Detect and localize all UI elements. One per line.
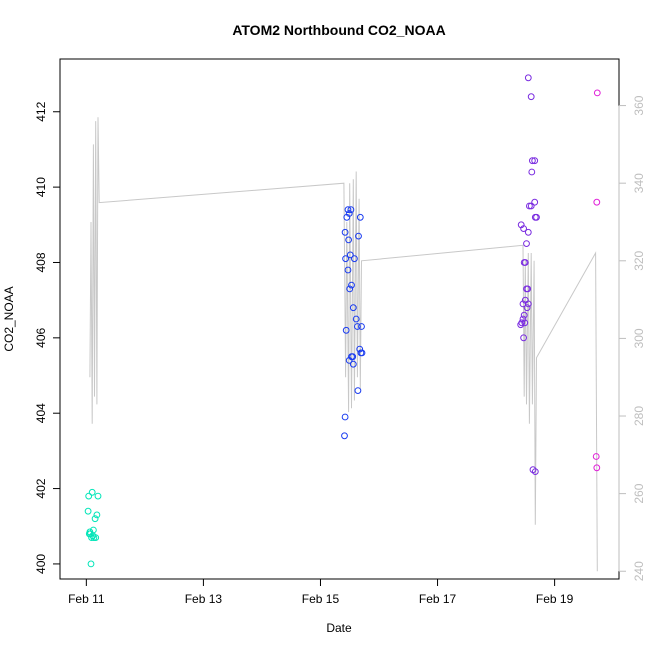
data-point-s1-15: [86, 528, 94, 536]
data-point-s2-10: [346, 251, 354, 259]
x-tick-label: Feb 19: [536, 592, 574, 606]
data-point-s2-4: [347, 206, 355, 214]
data-point-s1-5: [85, 492, 93, 500]
data-point-s4-3: [592, 453, 600, 460]
data-point-s1-4: [88, 488, 96, 496]
data-point-s3-5: [528, 168, 536, 176]
data-point-s2-9: [342, 255, 350, 263]
data-point-s3-8: [527, 202, 535, 210]
y-tick-label: 400: [34, 554, 48, 574]
data-point-s3-22: [523, 304, 531, 312]
data-point-s2-16: [342, 326, 350, 334]
data-point-s1-3: [84, 507, 92, 515]
data-point-s3-21: [519, 300, 527, 308]
data-point-s2-29: [354, 387, 362, 395]
data-point-s2-24: [349, 360, 357, 368]
data-point-s2-8: [345, 236, 353, 244]
data-point-s1-6: [94, 492, 102, 500]
axes: Feb 11 Feb 13 Feb 15 Feb 17 Feb 19 400 402 404 4…: [34, 95, 646, 606]
data-point-s2-3: [344, 206, 352, 214]
data-point-s1-8: [93, 511, 101, 519]
data-point-s2-11: [351, 255, 358, 263]
data-point-s2-15: [349, 304, 357, 312]
data-point-s3-2: [527, 93, 535, 101]
data-point-s2-12: [344, 266, 352, 274]
data-point-s2-14: [346, 285, 354, 293]
data-point-s2-7: [341, 228, 349, 236]
y-tick-label: 410: [34, 177, 48, 197]
data-point-s3-10: [533, 213, 540, 221]
y2-tick-label: 240: [632, 561, 646, 581]
data-point-s2-27: [358, 349, 366, 357]
data-point-s3-14: [523, 240, 530, 248]
y2-tick-label: 320: [632, 250, 646, 270]
y-axis-label: CO2_NOAA: [2, 286, 16, 351]
y2-tick-label: 360: [632, 95, 646, 115]
data-point-s3-18: [524, 285, 532, 293]
data-point-s3-12: [520, 225, 527, 233]
y-tick-label: 402: [34, 478, 48, 498]
x-tick-label: Feb 11: [68, 592, 105, 606]
data-point-s2-19: [352, 315, 360, 323]
data-point-s2-21: [356, 213, 364, 221]
data-point-s3-6: [531, 198, 539, 206]
data-point-s3-16: [521, 259, 529, 266]
data-point-s3-23: [520, 311, 528, 319]
data-point-s1-7: [91, 515, 99, 523]
data-point-s4-2: [593, 198, 601, 206]
data-point-s4-1: [593, 89, 601, 97]
data-point-s3-3: [529, 157, 536, 165]
data-point-s3-4: [531, 157, 539, 165]
y-tick-label: 404: [34, 403, 48, 423]
data-point-s3-7: [526, 202, 533, 210]
y-tick-label: 412: [34, 101, 48, 121]
data-point-s2-18: [358, 323, 365, 330]
data-point-s2-13: [348, 281, 355, 289]
data-point-s2-1: [341, 432, 348, 440]
y-tick-label: 408: [34, 252, 48, 272]
x-tick-label: Feb 13: [185, 592, 223, 606]
data-point-s1-1: [87, 560, 95, 568]
data-point-s2-28: [349, 353, 357, 361]
y2-tick-label: 280: [632, 406, 646, 426]
x-tick-label: Feb 17: [419, 592, 457, 606]
data-point-s3-13: [524, 228, 532, 236]
y2-tick-label: 340: [632, 173, 646, 193]
data-point-s3-30: [531, 468, 539, 476]
x-tick-label: Feb 15: [302, 592, 340, 606]
data-point-s2-22: [345, 357, 353, 364]
data-point-s3-24: [519, 315, 527, 323]
data-point-s2-17: [354, 323, 361, 330]
y2-tick-label: 300: [632, 328, 646, 348]
data-point-s3-27: [517, 321, 525, 329]
data-point-s3-26: [521, 319, 529, 327]
data-point-s2-20: [355, 232, 362, 240]
data-point-s3-28: [520, 334, 527, 342]
data-point-s4-4: [593, 464, 601, 472]
data-point-s2-2: [341, 413, 349, 421]
data-point-s3-20: [524, 300, 532, 308]
x-axis-label: Date: [326, 621, 352, 635]
y2-tick-label: 260: [632, 483, 646, 503]
plot-area: [84, 74, 601, 572]
y-tick-label: 406: [34, 328, 48, 348]
data-point-s3-1: [524, 74, 532, 82]
data-point-s2-6: [345, 210, 353, 217]
chart-title: ATOM2 Northbound CO2_NOAA: [232, 22, 445, 38]
points-layer: [84, 74, 601, 568]
